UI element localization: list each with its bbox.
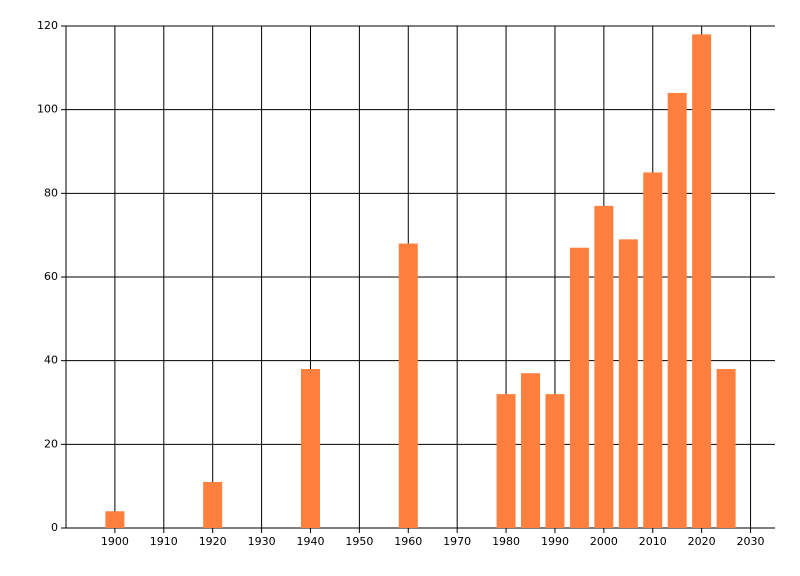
bar	[594, 205, 614, 528]
bar	[618, 239, 638, 528]
bar	[569, 247, 589, 528]
bar	[643, 172, 663, 528]
x-tick-label: 1960	[394, 535, 422, 548]
x-tick-label: 2030	[737, 535, 765, 548]
bar	[667, 92, 687, 528]
x-tick-label: 1950	[345, 535, 373, 548]
bar	[496, 394, 516, 528]
x-tick-label: 1900	[101, 535, 129, 548]
x-tick-label: 1990	[541, 535, 569, 548]
x-tick-label: 1980	[492, 535, 520, 548]
bar	[203, 481, 223, 528]
bar	[521, 373, 541, 528]
x-tick-label: 1920	[199, 535, 227, 548]
bar	[300, 369, 320, 528]
x-tick-label: 1930	[248, 535, 276, 548]
bar	[398, 243, 418, 529]
y-tick-label: 20	[44, 437, 58, 450]
y-tick-label: 100	[37, 103, 58, 116]
bar	[105, 511, 125, 528]
y-tick-label: 80	[44, 186, 58, 199]
x-tick-label: 1970	[443, 535, 471, 548]
x-tick-label: 1910	[150, 535, 178, 548]
x-tick-label: 2020	[688, 535, 716, 548]
x-tick-label: 2010	[639, 535, 667, 548]
y-tick-label: 120	[37, 19, 58, 32]
y-tick-label: 0	[51, 521, 58, 534]
bar	[692, 34, 712, 528]
x-tick-label: 1940	[296, 535, 324, 548]
bar	[716, 369, 736, 528]
bar	[545, 394, 565, 528]
y-tick-label: 60	[44, 270, 58, 283]
y-tick-label: 40	[44, 354, 58, 367]
x-tick-label: 2000	[590, 535, 618, 548]
